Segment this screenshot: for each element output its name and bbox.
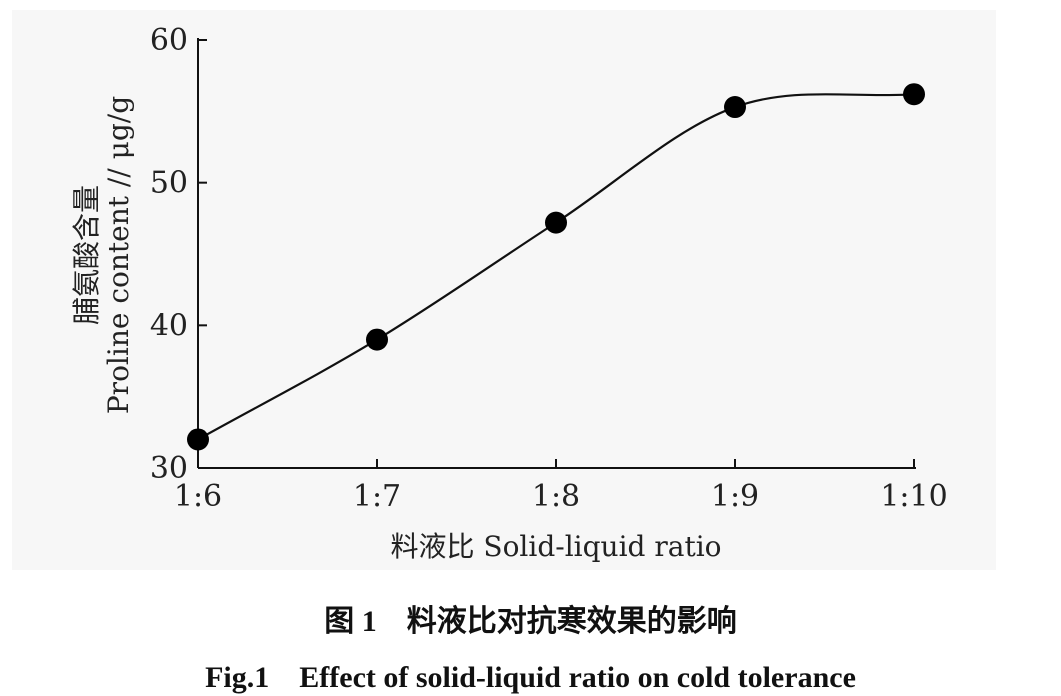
x-tick-label: 1:6 [174,479,222,514]
x-tick-label: 1:9 [711,479,759,514]
x-tick-label: 1:8 [532,479,580,514]
chart: 30 40 50 60 1:6 1:7 1:8 1:9 1:10 料液比 Solid-liqu… [70,23,948,563]
data-point [903,83,925,106]
y-tick-label: 40 [150,308,188,343]
x-axis-title: 料液比 Solid-liquid ratio [390,530,721,563]
data-point [187,428,209,451]
x-ticks: 1:6 1:7 1:8 1:9 1:10 [174,459,948,514]
x-tick-label: 1:7 [353,479,401,514]
series-line [197,93,915,441]
plot-panel [12,10,996,570]
data-point [724,96,746,119]
figure-caption-zh: 图 1 料液比对抗寒效果的影响 [324,605,737,638]
y-ticks: 30 40 50 60 [150,23,207,486]
x-tick-label: 1:10 [880,479,947,514]
y-tick-label: 30 [150,451,188,486]
data-points [187,83,925,451]
figure-caption-en: Fig.1 Effect of solid-liquid ratio on co… [205,661,856,694]
y-tick-label: 50 [150,166,188,201]
y-axis-title-zh: 脯氨酸含量 [70,185,103,325]
data-point [545,211,567,234]
y-axis-title-en: Proline content // μg/g [102,96,135,414]
data-point [366,328,388,351]
y-tick-label: 60 [150,23,188,58]
